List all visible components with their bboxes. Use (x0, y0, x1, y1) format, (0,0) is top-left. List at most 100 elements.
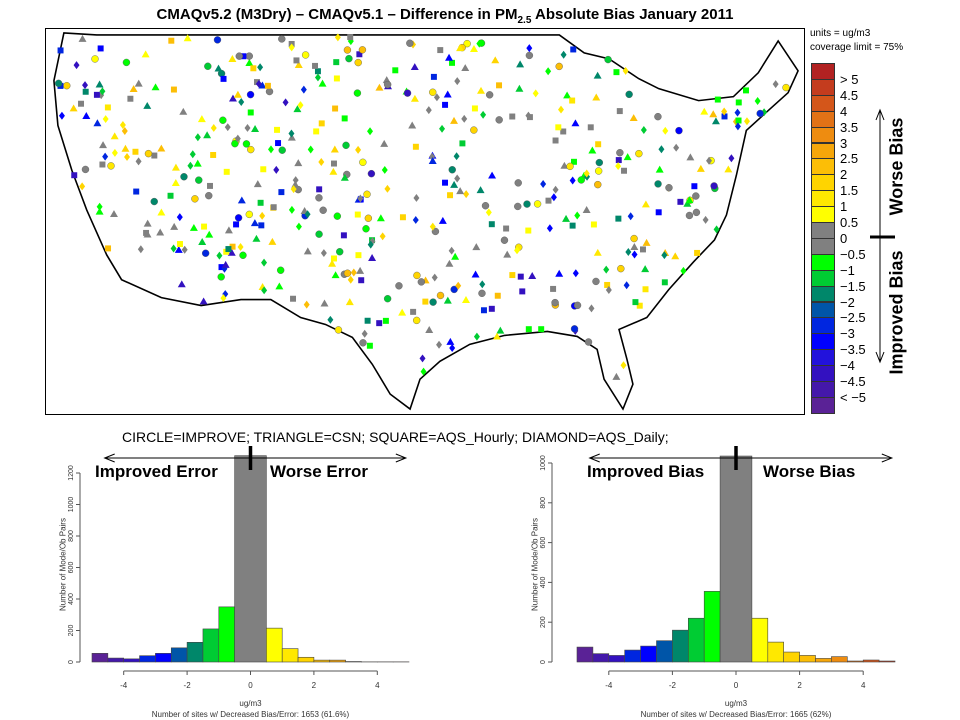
site-marker (594, 180, 602, 189)
site-marker (573, 301, 582, 310)
site-marker (278, 35, 286, 43)
site-marker (721, 113, 728, 120)
site-marker (78, 100, 85, 107)
site-marker (129, 85, 138, 93)
site-marker (480, 110, 487, 119)
site-marker (566, 162, 574, 171)
site-marker (625, 248, 632, 256)
site-marker (443, 296, 452, 304)
site-marker (150, 197, 158, 206)
site-marker (413, 271, 421, 280)
site-marker (217, 273, 225, 281)
site-marker (332, 105, 339, 112)
site-marker (259, 211, 266, 220)
site-marker (359, 158, 367, 166)
site-marker (288, 43, 295, 52)
site-marker (268, 237, 277, 245)
site-marker (257, 63, 264, 72)
site-marker (594, 167, 603, 175)
site-marker (627, 212, 634, 221)
site-marker (214, 64, 223, 72)
site-marker (330, 145, 339, 153)
histogram-bar (91, 653, 109, 663)
site-marker (245, 210, 253, 219)
site-marker (304, 210, 311, 219)
site-marker (450, 116, 459, 124)
y-tick-label: 1000 (68, 497, 75, 513)
site-marker (312, 62, 319, 69)
site-marker (463, 39, 471, 48)
site-marker (334, 326, 343, 334)
site-marker (433, 93, 440, 102)
site-marker (403, 89, 412, 97)
site-marker (261, 258, 268, 267)
site-marker (233, 90, 242, 98)
site-marker (293, 105, 302, 113)
site-marker (551, 298, 559, 307)
site-marker (368, 253, 377, 261)
site-marker (69, 104, 78, 112)
site-marker (363, 190, 371, 198)
site-marker (333, 75, 340, 82)
site-marker (96, 202, 103, 211)
site-marker (439, 124, 446, 133)
site-marker (661, 279, 668, 286)
site-marker (359, 339, 367, 347)
site-marker (555, 124, 562, 131)
site-marker (119, 120, 126, 129)
site-marker (177, 280, 186, 288)
site-marker (336, 248, 344, 256)
site-marker (455, 281, 462, 290)
site-marker (246, 90, 255, 99)
site-marker (612, 372, 621, 380)
site-marker (419, 354, 426, 363)
y-tick-label: 200 (540, 616, 547, 628)
site-marker (156, 228, 165, 236)
site-marker (288, 129, 295, 138)
footer-note: Number of sites w/ Decreased Bias/Error:… (151, 710, 350, 719)
y-tick-label: 1200 (68, 465, 75, 481)
site-marker (170, 86, 177, 93)
site-marker (277, 266, 285, 274)
site-marker (743, 87, 749, 94)
site-marker (54, 79, 63, 88)
x-tick-label: -4 (605, 681, 613, 690)
site-marker (448, 166, 456, 174)
site-marker (560, 128, 567, 135)
site-marker (503, 250, 512, 258)
histogram-bar (672, 629, 689, 663)
title-subscript: 2.5 (517, 15, 532, 26)
site-marker (479, 280, 486, 289)
site-marker (210, 123, 217, 132)
site-marker (143, 219, 152, 227)
legend-label: −3.5 (840, 342, 866, 358)
site-marker (329, 167, 338, 175)
site-marker (410, 94, 419, 102)
site-marker (237, 243, 244, 251)
site-marker (533, 200, 542, 208)
site-marker (218, 264, 225, 271)
site-marker (595, 158, 604, 167)
site-marker (227, 248, 236, 256)
site-marker (605, 286, 612, 294)
histogram-bar (703, 591, 721, 663)
site-marker (728, 154, 735, 163)
site-marker (476, 39, 483, 48)
site-marker (425, 106, 432, 115)
site-marker (443, 90, 452, 98)
site-marker (356, 266, 365, 274)
site-marker (696, 164, 705, 172)
site-marker (245, 59, 254, 66)
site-marker (287, 133, 296, 141)
site-marker (318, 79, 327, 87)
site-marker (71, 172, 78, 179)
site-marker (258, 222, 265, 229)
site-marker (472, 243, 481, 251)
site-marker (144, 149, 153, 158)
site-marker (191, 195, 199, 203)
site-marker (592, 277, 600, 286)
site-marker (641, 265, 650, 273)
site-marker (253, 180, 262, 188)
arrow-head-right (395, 453, 408, 463)
worse-label: Worse Bias (763, 462, 856, 481)
